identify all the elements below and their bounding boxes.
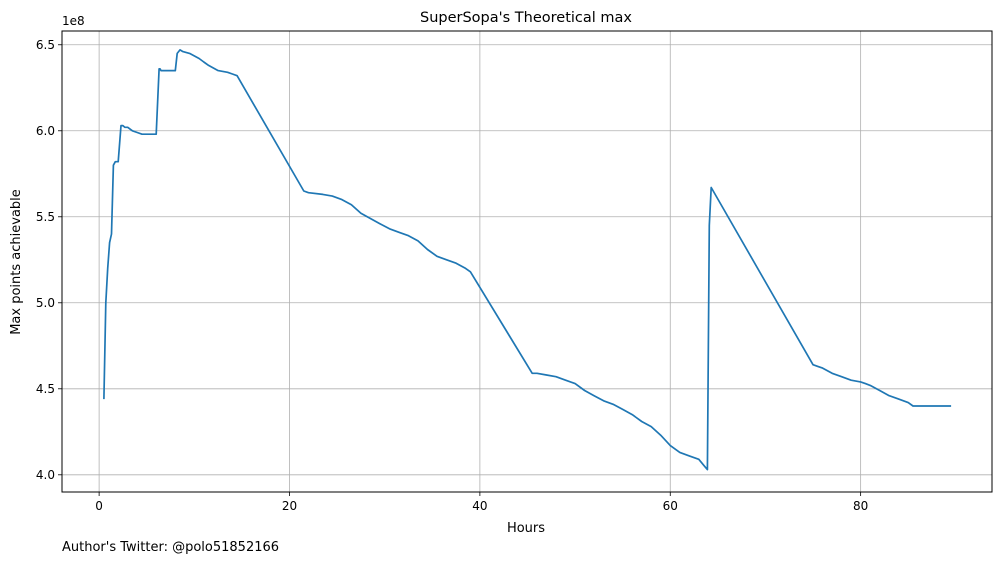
grid-lines bbox=[62, 31, 992, 492]
x-tick-label: 0 bbox=[95, 499, 103, 513]
y-tick-label: 6.0 bbox=[36, 124, 55, 138]
y-tick-label: 5.0 bbox=[36, 296, 55, 310]
series-line-0 bbox=[103, 49, 952, 471]
x-tick-label: 60 bbox=[663, 499, 678, 513]
x-axis-label: Hours bbox=[507, 521, 545, 536]
x-tick-label: 40 bbox=[472, 499, 487, 513]
chart-title: SuperSopa's Theoretical max bbox=[420, 10, 632, 26]
x-tick-label: 20 bbox=[282, 499, 297, 513]
author-credit: Author's Twitter: @polo51852166 bbox=[62, 540, 279, 555]
series-layer bbox=[103, 49, 952, 471]
y-tick-label: 4.5 bbox=[36, 382, 55, 396]
y-tick-label: 5.5 bbox=[36, 210, 55, 224]
y-tick-label: 4.0 bbox=[36, 468, 55, 482]
y-tick-label: 6.5 bbox=[36, 38, 55, 52]
x-axis: 0 20 40 60 80 bbox=[95, 492, 868, 513]
y-axis-label: Max points achievable bbox=[9, 189, 24, 335]
y-axis: 4.0 4.5 5.0 5.5 6.0 6.5 bbox=[36, 38, 62, 482]
x-tick-label: 80 bbox=[853, 499, 868, 513]
plot-area-frame bbox=[61, 30, 993, 493]
y-axis-multiplier: 1e8 bbox=[62, 14, 85, 28]
